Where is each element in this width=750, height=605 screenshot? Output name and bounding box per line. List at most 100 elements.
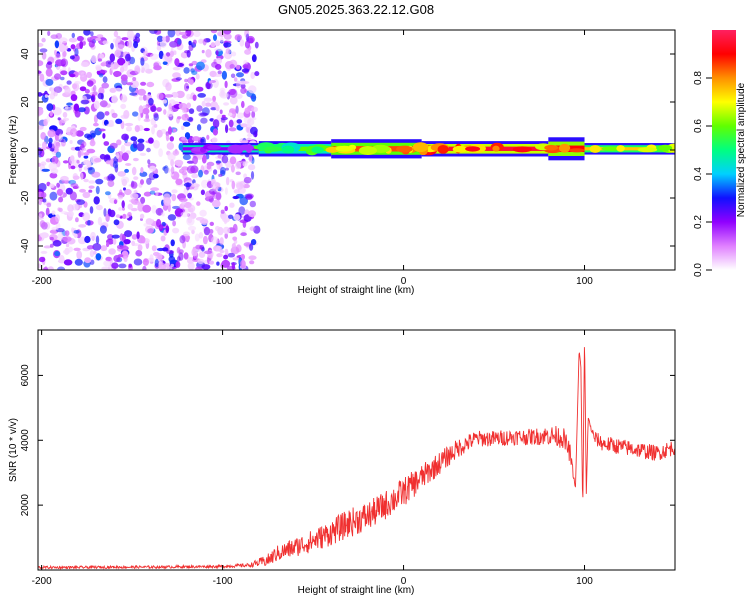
noise-speck [46, 202, 52, 208]
noise-speck [219, 109, 223, 115]
noise-speck [96, 111, 105, 120]
noise-speck [168, 126, 172, 135]
noise-speck [165, 132, 170, 142]
noise-speck [106, 242, 110, 248]
x-tick-label: -200 [32, 576, 52, 587]
noise-speck [41, 141, 47, 150]
noise-speck [49, 110, 53, 117]
noise-speck [99, 69, 108, 74]
noise-speck [145, 218, 153, 225]
noise-speck [241, 68, 250, 73]
x-tick-label: 100 [576, 276, 593, 287]
noise-speck [235, 64, 241, 70]
noise-speck [95, 37, 102, 42]
noise-speck [170, 159, 175, 167]
noise-speck [103, 260, 111, 267]
noise-speck [228, 214, 234, 219]
noise-speck [223, 254, 229, 260]
band-blob [335, 145, 353, 152]
noise-speck [96, 34, 104, 39]
noise-speck [64, 230, 70, 237]
noise-speck [102, 133, 106, 139]
band-blob [264, 146, 282, 152]
noise-speck [91, 55, 97, 63]
noise-speck [162, 247, 169, 252]
noise-speck [175, 178, 183, 186]
noise-speck [109, 142, 118, 149]
noise-speck [221, 114, 226, 118]
noise-speck [138, 96, 144, 101]
noise-speck [181, 125, 185, 131]
noise-speck [40, 132, 46, 140]
noise-speck [74, 80, 81, 85]
carrier-band [182, 137, 675, 161]
noise-speck [231, 51, 237, 57]
noise-speck [204, 250, 213, 255]
noise-speck [67, 211, 74, 217]
band-blob [601, 146, 621, 151]
noise-speck [38, 42, 44, 47]
noise-speck [45, 78, 54, 86]
noise-speck [116, 44, 125, 49]
noise-speck [56, 188, 64, 196]
noise-speck [47, 61, 52, 65]
noise-speck [48, 162, 58, 171]
noise-speck [176, 256, 181, 262]
noise-speck [191, 136, 201, 142]
noise-speck [183, 67, 190, 74]
noise-speck [110, 175, 116, 181]
noise-speck [158, 148, 164, 158]
noise-speck [162, 36, 167, 42]
noise-speck [99, 100, 108, 108]
noise-speck [212, 128, 218, 136]
noise-speck [106, 123, 115, 128]
noise-speck [78, 236, 87, 245]
noise-speck [135, 249, 143, 257]
noise-speck [99, 225, 107, 234]
noise-speck [182, 231, 191, 237]
noise-speck [198, 169, 203, 178]
spectrogram-y-ticks: 40 20 0 -20 -40 [20, 48, 675, 253]
noise-speck [176, 90, 185, 99]
noise-speck [217, 70, 222, 75]
noise-speck [240, 123, 248, 128]
noise-speck [114, 49, 121, 58]
noise-speck [38, 147, 43, 156]
noise-speck [41, 37, 46, 43]
noise-speck [76, 35, 84, 42]
noise-speck [111, 95, 118, 104]
noise-speck [163, 109, 167, 115]
noise-speck [74, 48, 79, 57]
noise-speck [203, 169, 209, 175]
noise-speck [70, 165, 76, 170]
noise-speck [186, 160, 195, 164]
noise-speck [39, 48, 48, 53]
noise-speck [191, 248, 198, 257]
noise-speck [170, 239, 175, 247]
noise-speck [231, 243, 236, 250]
noise-speck [58, 37, 68, 44]
noise-speck [93, 84, 97, 92]
noise-speck [80, 99, 90, 105]
noise-speck [221, 70, 227, 80]
noise-speck [64, 247, 70, 255]
noise-speck [105, 213, 110, 222]
noise-speck [163, 165, 169, 174]
noise-speck [192, 94, 197, 101]
noise-speck [74, 110, 81, 118]
noise-speck [200, 117, 208, 124]
noise-speck [111, 112, 118, 119]
noise-speck [148, 97, 154, 106]
noise-speck [111, 234, 120, 239]
noise-speck [231, 180, 236, 190]
noise-speck [120, 103, 127, 110]
noise-speck [229, 202, 235, 208]
noise-speck [62, 111, 68, 118]
noise-speck [46, 103, 54, 111]
noise-speck [102, 40, 109, 45]
noise-speck [127, 40, 133, 48]
noise-speck [59, 43, 66, 53]
noise-speck [56, 182, 60, 188]
noise-speck [236, 72, 244, 78]
figure-title: GN05.2025.363.22.12.G08 [278, 2, 434, 17]
